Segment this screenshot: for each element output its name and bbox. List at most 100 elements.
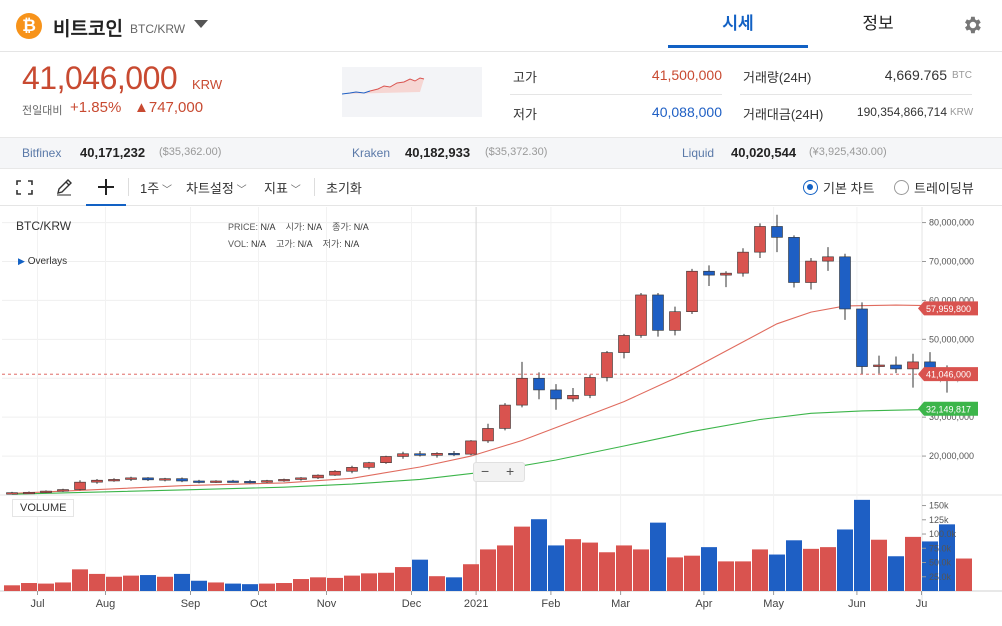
volume-bar <box>21 583 37 591</box>
candle-body <box>448 453 460 456</box>
candle-body <box>669 311 681 331</box>
volume-value: 4,669.765 <box>884 67 947 83</box>
candle-body <box>40 490 52 493</box>
candle-body <box>873 364 885 367</box>
candle-body <box>856 308 868 367</box>
tradingview-label: 트레이딩뷰 <box>914 181 974 196</box>
candle-body <box>635 294 647 336</box>
change-label: 전일대비 <box>22 105 63 117</box>
overlays-toggle[interactable]: ▶ Overlays <box>18 256 67 267</box>
candle-body <box>108 479 120 482</box>
chart-pair-label: BTC/KRW <box>16 219 72 233</box>
volume-bar <box>140 575 156 591</box>
chart-toolbar <box>0 170 1002 206</box>
volume-bar <box>208 582 224 591</box>
candle-body <box>176 478 188 482</box>
volume-bar <box>123 575 139 591</box>
overlays-label: Overlays <box>27 256 68 267</box>
candle-body <box>193 480 205 483</box>
header-bar <box>0 0 1002 52</box>
volume-bar <box>531 519 547 591</box>
volume-bar <box>684 555 700 591</box>
open-info-value: N/A <box>307 222 323 232</box>
amount-label: 거래대금(24H) <box>743 107 824 122</box>
volume-bar <box>701 547 717 591</box>
exchange-price: 40,182,933 <box>405 145 471 160</box>
price-tick-label: 60,000,000 <box>929 295 974 305</box>
volume-bar <box>888 556 904 591</box>
volume-bar <box>480 549 496 591</box>
candle-body <box>57 489 69 492</box>
pencil-icon[interactable] <box>55 178 73 196</box>
volume-tick-label: 150k <box>929 501 949 511</box>
volume-bar <box>514 526 530 591</box>
exchange-jpy: (¥3,925,430.00) <box>809 146 887 158</box>
volume-bar <box>718 561 734 591</box>
coin-select-chevron-down-icon[interactable] <box>194 20 208 28</box>
chevron-down-icon: ﹀ <box>287 185 301 196</box>
zoom-in-button[interactable]: + <box>506 463 515 479</box>
period-select[interactable]: 1주 ﹀ <box>140 178 172 197</box>
exchange-price: 40,020,544 <box>731 145 797 160</box>
price-tag-label: 32,149,817 <box>926 404 971 414</box>
fullscreen-icon[interactable] <box>16 180 33 195</box>
volume-tick-label: 50.0k <box>929 558 952 568</box>
close-info-label: 종가: <box>332 222 352 232</box>
basic-chart-label: 기본 차트 <box>823 181 875 196</box>
chart-settings-label: 차트설정 <box>186 181 234 196</box>
reset-button[interactable]: 초기화 <box>326 181 362 196</box>
volume-bar <box>293 579 309 591</box>
candle-body <box>74 481 86 490</box>
price-info-label: PRICE: <box>228 222 259 232</box>
price-tag-bg <box>918 401 978 416</box>
candle-body <box>91 479 103 483</box>
low-value: 40,088,000 <box>651 104 722 120</box>
volume-bar <box>735 561 751 591</box>
candle-body <box>278 479 290 482</box>
volume-bar <box>174 573 190 591</box>
chart-settings-button[interactable]: 차트설정 ﹀ <box>186 178 247 197</box>
time-tick-label: Oct <box>250 598 267 610</box>
chart-grid <box>0 207 1002 603</box>
low-info-label: 저가: <box>322 239 342 249</box>
volume-tick-label: 125k <box>929 515 949 525</box>
price-tags: 57,959,800 41,046,000 32,149,817 <box>2 301 978 416</box>
chevron-down-icon: ﹀ <box>159 185 172 196</box>
volume-bar <box>259 583 275 591</box>
volume-bar <box>446 577 462 591</box>
candle-body <box>363 462 375 468</box>
ohlc-info-row2: VOL: N/A 고가: N/A 저가: N/A <box>228 237 359 250</box>
volume-tick-label: 25.0k <box>929 572 952 582</box>
tab-info[interactable]: 정보 <box>862 14 894 33</box>
high-label: 고가 <box>513 70 537 85</box>
candle-body <box>703 270 715 276</box>
volume-title: VOLUME <box>12 499 75 517</box>
volume-bar <box>344 575 360 591</box>
volume-bar <box>38 583 54 591</box>
tab-market[interactable]: 시세 <box>668 0 808 48</box>
price-tag-label: 57,959,800 <box>926 304 971 314</box>
volume-bar <box>752 549 768 591</box>
zoom-out-button[interactable]: − <box>481 463 490 479</box>
candle-body <box>567 395 579 400</box>
volume-label: 거래량(24H) <box>743 70 812 85</box>
candle-body <box>159 478 171 481</box>
exchange-price: 40,171,232 <box>80 145 146 160</box>
price-candles <box>6 214 970 495</box>
volume-bar <box>565 539 581 591</box>
volume-bar <box>378 572 394 591</box>
volume-bar <box>55 582 71 591</box>
indicators-button[interactable]: 지표 ﹀ <box>264 178 301 197</box>
candlestick-chart[interactable]: 20,000,00030,000,00040,000,00050,000,000… <box>0 207 1002 626</box>
volume-unit: BTC <box>952 70 972 81</box>
radio-basic-chart[interactable] <box>803 180 818 195</box>
low-label: 저가 <box>513 107 537 122</box>
candle-body <box>244 481 256 484</box>
radio-tradingview[interactable] <box>894 180 909 195</box>
time-tick-label: Sep <box>181 598 201 610</box>
candle-body <box>431 453 443 456</box>
crosshair-tool[interactable] <box>86 170 126 206</box>
volume-bar <box>786 540 802 591</box>
gear-icon[interactable] <box>961 14 983 36</box>
low-info-value: N/A <box>344 239 360 249</box>
